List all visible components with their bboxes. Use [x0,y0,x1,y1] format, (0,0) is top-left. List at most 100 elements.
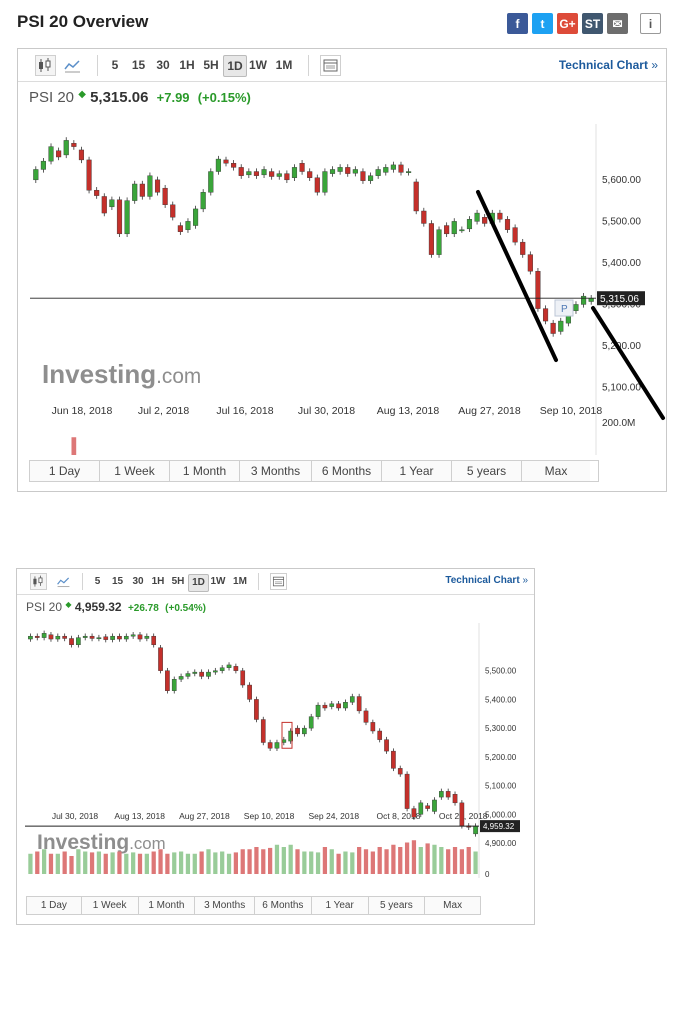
interval-5h[interactable]: 5H [203,58,219,72]
y-tick-label: 5,100.00 [485,782,517,791]
range-max[interactable]: Max [425,897,480,914]
price-chart[interactable]: Investing.com 5,600.00 5,500.00 5,400.00 5,3… [18,115,666,455]
range-1-year[interactable]: 1 Year [311,897,369,914]
candle [139,183,145,197]
interval-30[interactable]: 30 [132,576,144,587]
range-1-week[interactable]: 1 Week [81,897,139,914]
settings-panel-icon[interactable] [320,55,341,76]
candlestick-icon[interactable] [30,573,47,590]
range-max[interactable]: Max [522,461,590,481]
range-5-years[interactable]: 5 years [368,897,426,914]
candle [558,320,564,332]
y-tick-label: 5,100.00 [602,383,641,394]
line-chart-icon[interactable] [62,55,83,76]
x-tick-label: Jun 18, 2018 [52,405,113,417]
volume-bar [103,853,108,874]
technical-chart-link[interactable]: Technical Chart » [445,575,528,586]
candle [123,635,129,640]
interval-5[interactable]: 5 [94,576,101,587]
interval-1d[interactable]: 1D [223,55,247,77]
interval-30[interactable]: 30 [156,58,170,72]
candle [101,196,107,214]
last-price: 4,959.32 [74,600,122,614]
settings-panel-icon[interactable] [270,573,287,590]
candle [276,173,282,177]
volume-bar [425,843,430,874]
range-1-day[interactable]: 1 Day [30,461,100,481]
price-chart-2[interactable]: Investing.com 5,500.00 5,400.00 5,300.00 5,2… [17,621,534,889]
interval-1w[interactable]: 1W [249,58,267,72]
range-3-months[interactable]: 3 Months [240,461,312,481]
stocktwits-icon[interactable]: ST [582,13,603,34]
interval-1m[interactable]: 1M [233,576,247,587]
candle [302,727,307,735]
candle [356,696,362,712]
range-1-day[interactable]: 1 Day [27,897,82,914]
price-change-percent: (+0.54%) [165,603,207,614]
candle [439,791,444,798]
candle [253,171,259,176]
interval-5[interactable]: 5 [111,58,119,72]
interval-1m[interactable]: 1M [275,58,293,72]
line-chart-icon[interactable] [55,573,72,590]
info-icon[interactable]: i [640,13,661,34]
candle [219,667,225,671]
interval-15[interactable]: 15 [131,58,146,72]
candle [550,322,556,334]
range-6-months[interactable]: 6 Months [255,897,312,914]
candle [178,676,184,680]
candle [260,719,266,743]
range-3-months[interactable]: 3 Months [195,897,255,914]
candle [185,221,191,230]
candle [520,241,526,255]
volume-bar [363,849,369,874]
interval-5h[interactable]: 5H [171,576,185,587]
candle [315,704,321,717]
technical-chart-link[interactable]: Technical Chart » [558,58,658,72]
range-1-year[interactable]: 1 Year [382,461,452,481]
interval-1h[interactable]: 1H [179,58,195,72]
volume-bar [165,853,170,874]
candle [322,704,328,709]
twitter-icon[interactable]: t [532,13,553,34]
x-tick-label: Aug 13, 2018 [377,405,440,417]
candle [425,805,430,809]
candle [452,794,458,804]
facebook-icon[interactable]: f [507,13,528,34]
volume-bar [233,852,239,874]
interval-1w[interactable]: 1W [210,576,226,587]
candle [137,634,143,640]
google-plus-icon[interactable]: G+ [557,13,578,34]
logo-suffix: .com [156,365,201,388]
interval-1d[interactable]: 1D [188,574,209,592]
volume-bar [62,851,67,874]
candle [406,171,412,173]
range-6-months[interactable]: 6 Months [312,461,382,481]
candle [177,225,183,232]
volume-bar [28,853,33,874]
range-1-month[interactable]: 1 Month [138,897,196,914]
candle [147,175,153,197]
candle [329,169,336,174]
email-icon[interactable]: ✉ [607,13,628,34]
candlestick-icon[interactable] [35,55,56,76]
candle [288,730,293,742]
candle [535,271,541,309]
volume-bar [89,852,95,874]
candle [418,802,424,815]
range-1-month[interactable]: 1 Month [170,461,240,481]
x-tick-label: Jul 30, 2018 [298,405,355,417]
range-1-week[interactable]: 1 Week [100,461,170,481]
volume-bar [206,849,211,874]
price-change: +7.99 [156,90,190,105]
x-tick-label: Aug 27, 2018 [458,405,521,417]
interval-15[interactable]: 15 [111,576,124,587]
price-change: +26.78 [127,603,159,614]
interval-1h[interactable]: 1H [151,576,165,587]
candle [343,702,348,709]
range-5-years[interactable]: 5 years [452,461,522,481]
candle [512,227,518,243]
candle [466,219,473,230]
volume-bar [96,851,102,874]
candle [185,673,191,677]
